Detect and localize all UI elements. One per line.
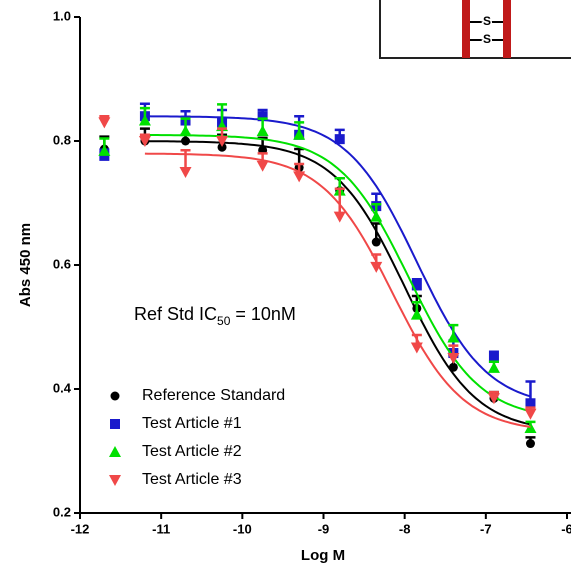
annotation: Ref Std IC50 = 10nM [134,304,296,328]
data-point [447,353,460,364]
data-point [217,142,227,152]
fit-curve [144,115,531,398]
data-point [293,171,306,183]
legend-label: Reference Standard [142,387,285,404]
data-point [333,211,346,223]
y-tick-label: 1.0 [53,8,71,23]
data-point [98,144,111,156]
data-point [371,237,381,247]
x-tick-label: -9 [318,521,330,536]
fit-curve [144,152,531,428]
legend-label: Test Article #3 [142,471,242,488]
data-point [488,353,499,363]
data-point [447,331,460,343]
data-point [256,125,269,137]
inset: S S [379,0,571,59]
data-point [216,136,229,147]
data-point [410,308,423,320]
legend-marker [109,446,121,457]
x-tick-label: -12 [71,521,90,536]
legend-marker [110,419,120,429]
data-point [525,439,535,449]
inset-frame [379,0,571,59]
inset-label: S [483,32,491,46]
legend-marker [109,475,121,486]
data-point [257,111,268,122]
data-point [448,362,458,372]
x-axis-title: Log M [301,547,345,564]
y-tick-label: 0.8 [53,132,71,147]
inset-bar [503,0,511,58]
data-point [410,342,423,354]
data-point [487,393,500,405]
annotation-rest: = 10nM [230,304,296,324]
legend-label: Test Article #2 [142,443,242,460]
data-point [138,136,151,147]
data-point [98,117,111,129]
legend-label: Test Article #1 [142,415,242,432]
data-point [370,261,383,273]
x-tick-label: -7 [480,521,492,536]
fit-curve [144,140,531,426]
y-tick-label: 0.4 [53,380,72,395]
y-tick-label: 0.6 [53,256,71,271]
annotation-sub: 50 [217,314,231,328]
data-point [525,398,536,409]
inset-label: S [483,14,491,28]
data-point [256,160,269,172]
legend-marker [110,391,120,401]
data-point [334,134,345,145]
data-point [524,408,537,420]
x-tick-label: -11 [152,521,170,536]
data-point [179,125,192,137]
data-point [411,280,422,291]
data-point [524,422,537,434]
data-point [138,114,151,126]
data-point [487,361,500,373]
fit-curve [144,134,531,413]
data-point [179,167,192,178]
x-tick-label: -6 [561,521,571,536]
y-tick-label: 0.2 [53,504,71,519]
y-axis-title: Abs 450 nm [17,223,34,307]
inset-bar [462,0,470,58]
x-tick-label: -10 [233,521,252,536]
data-point [293,128,306,140]
data-point [181,136,191,146]
x-tick-label: -8 [399,521,411,536]
annotation-text: Ref Std IC [134,304,217,324]
data-point [370,210,383,222]
